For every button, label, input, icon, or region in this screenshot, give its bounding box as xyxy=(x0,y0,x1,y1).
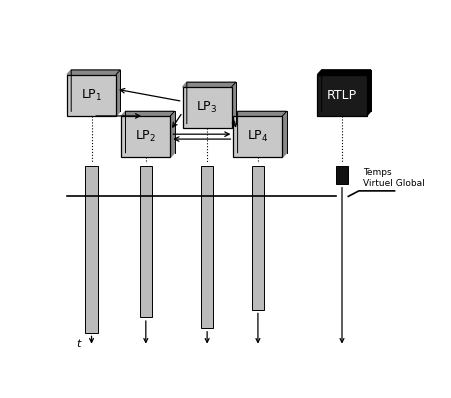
Bar xyxy=(233,116,282,157)
Text: LP$_2$: LP$_2$ xyxy=(135,129,156,144)
Bar xyxy=(335,166,348,184)
Text: Temps
Virtuel Global: Temps Virtuel Global xyxy=(362,168,424,188)
Polygon shape xyxy=(282,111,286,157)
Text: LP$_3$: LP$_3$ xyxy=(196,100,217,115)
Bar xyxy=(182,87,231,128)
Polygon shape xyxy=(67,70,120,74)
Polygon shape xyxy=(233,111,286,116)
Bar xyxy=(251,166,264,310)
Polygon shape xyxy=(182,82,235,87)
Polygon shape xyxy=(231,82,235,128)
Text: $t$: $t$ xyxy=(76,337,83,349)
Bar xyxy=(121,116,170,157)
Polygon shape xyxy=(121,111,174,116)
Polygon shape xyxy=(170,111,174,157)
Bar xyxy=(139,166,152,318)
Text: LP$_1$: LP$_1$ xyxy=(81,88,102,103)
Bar xyxy=(67,74,116,116)
Polygon shape xyxy=(116,70,120,116)
Bar xyxy=(317,74,366,116)
Bar xyxy=(200,166,213,328)
Text: RTLP: RTLP xyxy=(326,89,356,102)
Polygon shape xyxy=(317,70,370,74)
Polygon shape xyxy=(366,70,370,116)
Text: LP$_4$: LP$_4$ xyxy=(247,129,268,144)
Bar xyxy=(85,166,97,333)
